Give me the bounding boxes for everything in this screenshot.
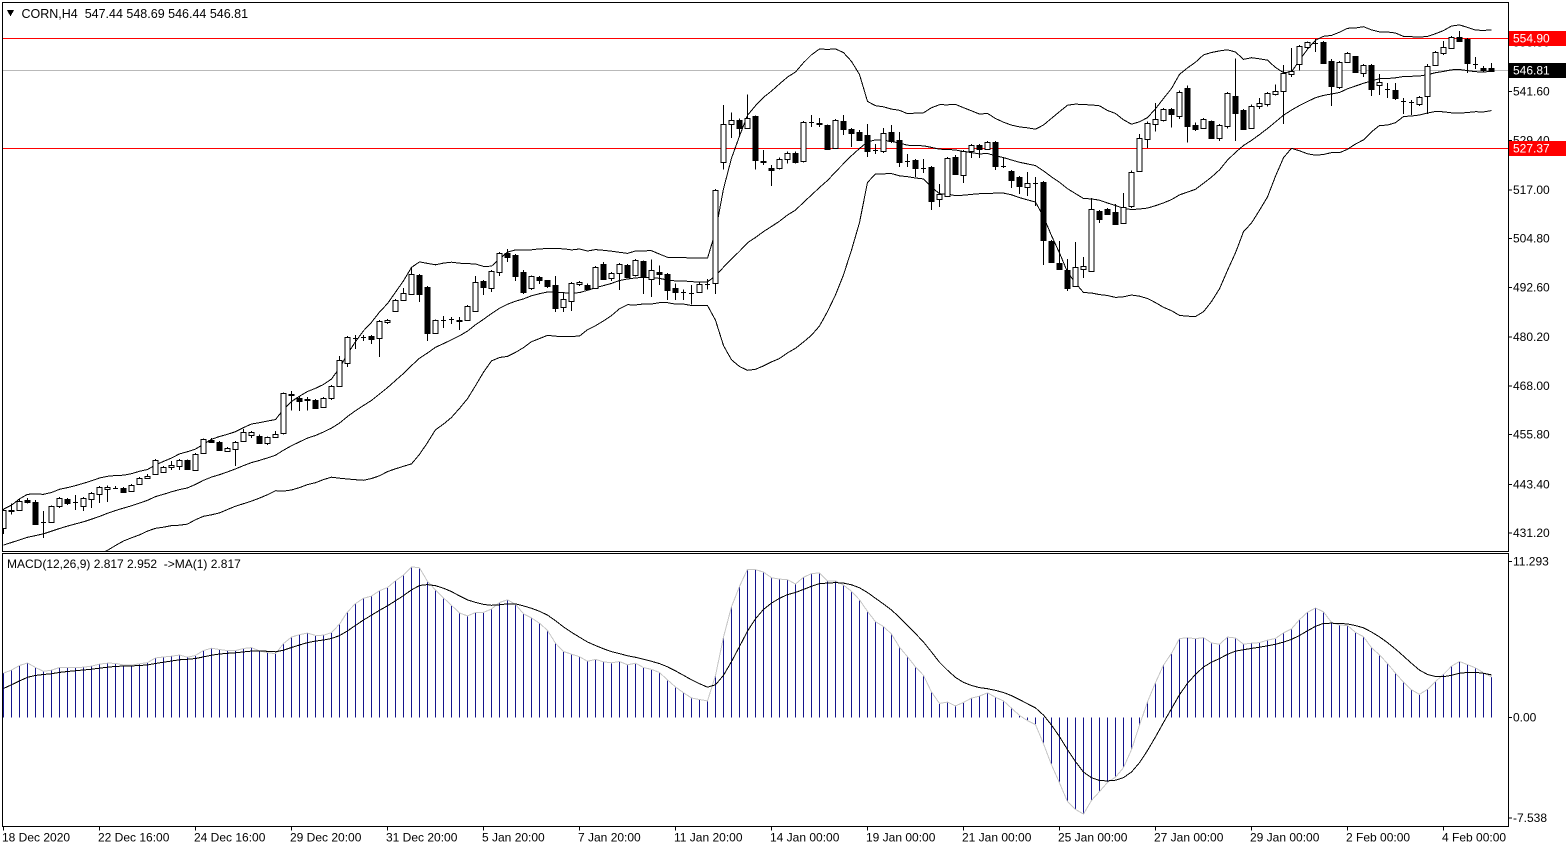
svg-text:480.20: 480.20 [1513,330,1550,344]
svg-text:31 Dec 20:00: 31 Dec 20:00 [386,831,458,845]
svg-text:22 Dec 16:00: 22 Dec 16:00 [98,831,170,845]
svg-text:504.80: 504.80 [1513,232,1550,246]
svg-text:MACD(12,26,9) 2.817 2.952 ->M: MACD(12,26,9) 2.817 2.952 ->MA(1) 2.817 [7,557,241,571]
svg-text:492.60: 492.60 [1513,281,1550,295]
svg-text:0.00: 0.00 [1513,710,1537,724]
svg-text:CORN,H4 547.44 548.69 546.44: CORN,H4 547.44 548.69 546.44 546.81 [22,7,249,21]
svg-text:25 Jan 00:00: 25 Jan 00:00 [1058,831,1128,845]
svg-text:18 Dec 2020: 18 Dec 2020 [2,831,70,845]
svg-text:431.20: 431.20 [1513,526,1550,540]
svg-text:2 Feb 00:00: 2 Feb 00:00 [1346,831,1410,845]
svg-text:517.00: 517.00 [1513,183,1550,197]
svg-text:554.90: 554.90 [1513,32,1550,46]
svg-text:27 Jan 00:00: 27 Jan 00:00 [1154,831,1224,845]
svg-text:468.00: 468.00 [1513,379,1550,393]
svg-text:546.81: 546.81 [1513,64,1550,78]
svg-text:24 Dec 16:00: 24 Dec 16:00 [194,831,266,845]
svg-text:11.293: 11.293 [1513,555,1549,569]
svg-text:443.40: 443.40 [1513,477,1550,491]
svg-text:5 Jan 20:00: 5 Jan 20:00 [482,831,545,845]
svg-text:29 Jan 00:00: 29 Jan 00:00 [1250,831,1320,845]
svg-text:527.37: 527.37 [1513,142,1550,156]
svg-text:21 Jan 00:00: 21 Jan 00:00 [962,831,1032,845]
svg-text:14 Jan 00:00: 14 Jan 00:00 [770,831,840,845]
svg-text:7 Jan 20:00: 7 Jan 20:00 [578,831,641,845]
svg-text:4 Feb 00:00: 4 Feb 00:00 [1442,831,1506,845]
svg-text:19 Jan 00:00: 19 Jan 00:00 [866,831,936,845]
svg-text:455.80: 455.80 [1513,428,1550,442]
svg-text:11 Jan 20:00: 11 Jan 20:00 [674,831,743,845]
svg-text:541.60: 541.60 [1513,85,1550,99]
svg-text:-7.538: -7.538 [1513,811,1547,825]
svg-text:29 Dec 20:00: 29 Dec 20:00 [290,831,362,845]
